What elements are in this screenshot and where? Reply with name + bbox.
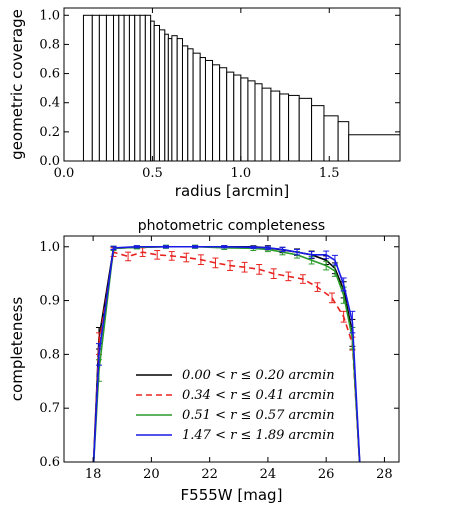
completeness-x-tick-label: 24 xyxy=(260,467,277,482)
legend-label: 0.00 < r ≤ 0.20 arcmin xyxy=(182,368,335,383)
coverage-y-tick-label: 0.2 xyxy=(39,125,60,140)
coverage-bar xyxy=(134,14,141,162)
coverage-x-tick-label: 1.5 xyxy=(319,166,340,181)
coverage-bar xyxy=(187,48,194,162)
coverage-y-tick-label: 0.6 xyxy=(39,67,60,82)
completeness-y-tick-label: 0.8 xyxy=(39,347,60,362)
completeness-x-tick-label: 28 xyxy=(376,467,393,482)
coverage-bar xyxy=(219,67,228,162)
completeness-y-tick-label: 0.7 xyxy=(39,401,60,416)
coverage-bar xyxy=(240,77,249,162)
coverage-bar xyxy=(158,29,166,162)
completeness-x-tick-label: 22 xyxy=(201,467,218,482)
coverage-bar xyxy=(167,38,173,162)
coverage-bar xyxy=(150,20,155,162)
coverage-bar xyxy=(153,24,160,162)
coverage-bar xyxy=(113,14,120,162)
coverage-y-tick-label: 1.0 xyxy=(39,8,60,23)
completeness-y-axis-label: completeness xyxy=(8,297,26,402)
coverage-x-tick-label: 0.5 xyxy=(142,166,163,181)
coverage-bar xyxy=(105,14,115,162)
coverage-bar xyxy=(181,45,189,162)
coverage-bar xyxy=(82,14,93,162)
coverage-bar xyxy=(279,93,290,162)
coverage-x-tick-label: 1.0 xyxy=(230,166,251,181)
coverage-bar xyxy=(288,94,300,162)
coverage-bars xyxy=(82,14,401,162)
completeness-ticks: 18 20 22 24 26 28 0.6 0.7 0.8 0.9 1.0 xyxy=(39,236,399,482)
coverage-bar xyxy=(118,14,125,162)
legend-label: 1.47 < r ≤ 1.89 arcmin xyxy=(182,428,335,443)
coverage-y-tick-label: 0.0 xyxy=(39,154,60,169)
legend-label: 0.34 < r ≤ 0.41 arcmin xyxy=(182,388,335,403)
coverage-y-tick-label: 0.4 xyxy=(39,96,60,111)
coverage-bar xyxy=(337,121,350,162)
completeness-title: photometric completeness xyxy=(138,218,325,234)
coverage-bar xyxy=(144,14,152,162)
coverage-y-axis-label: geometric coverage xyxy=(8,9,26,160)
coverage-bar xyxy=(91,14,100,162)
coverage-bar xyxy=(270,90,281,162)
photometric-completeness-panel: photometric completeness 18 20 22 24 26 28 0.6… xyxy=(8,218,400,504)
coverage-bar xyxy=(192,52,201,162)
coverage-bar xyxy=(171,35,178,162)
coverage-bar xyxy=(199,57,206,162)
completeness-series-group xyxy=(92,245,361,462)
completeness-series xyxy=(92,244,361,462)
coverage-bar xyxy=(298,97,313,162)
completeness-y-tick-label: 0.9 xyxy=(39,294,60,309)
completeness-x-axis-label: F555W [mag] xyxy=(181,486,283,504)
coverage-bar xyxy=(311,105,325,162)
coverage-bar xyxy=(98,14,107,162)
coverage-bar xyxy=(128,14,136,162)
coverage-bar xyxy=(254,83,263,162)
coverage-bar xyxy=(176,38,183,162)
completeness-y-tick-label: 0.6 xyxy=(39,455,60,470)
coverage-bar xyxy=(139,14,146,162)
geometric-coverage-panel: 0.0 0.5 1.0 1.5 0.0 0.2 0.4 0.6 0.8 1.0 radius [a… xyxy=(8,7,401,200)
completeness-x-tick-label: 26 xyxy=(318,467,335,482)
coverage-bar xyxy=(164,33,169,162)
coverage-y-tick-label: 0.8 xyxy=(39,37,60,52)
completeness-axes-frame xyxy=(63,235,400,463)
coverage-bar xyxy=(323,115,339,162)
coverage-bar xyxy=(348,134,401,162)
completeness-legend: 0.00 < r ≤ 0.20 arcmin 0.34 < r ≤ 0.41 ar… xyxy=(136,368,335,443)
coverage-bar xyxy=(204,59,214,162)
completeness-x-tick-label: 18 xyxy=(85,467,102,482)
completeness-x-tick-label: 20 xyxy=(143,467,160,482)
coverage-axes-frame xyxy=(63,7,401,162)
coverage-bar xyxy=(261,87,272,162)
coverage-ticks: 0.0 0.5 1.0 1.5 0.0 0.2 0.4 0.6 0.8 1.0 xyxy=(39,8,400,181)
coverage-bar xyxy=(123,14,130,162)
legend-label: 0.51 < r ≤ 0.57 arcmin xyxy=(182,408,335,423)
coverage-bar xyxy=(212,64,221,162)
completeness-y-tick-label: 1.0 xyxy=(39,240,60,255)
coverage-x-tick-label: 0.0 xyxy=(54,166,75,181)
coverage-bar xyxy=(247,80,256,162)
coverage-bar xyxy=(226,71,235,162)
coverage-bar xyxy=(233,74,242,162)
coverage-x-axis-label: radius [arcmin] xyxy=(175,182,289,200)
